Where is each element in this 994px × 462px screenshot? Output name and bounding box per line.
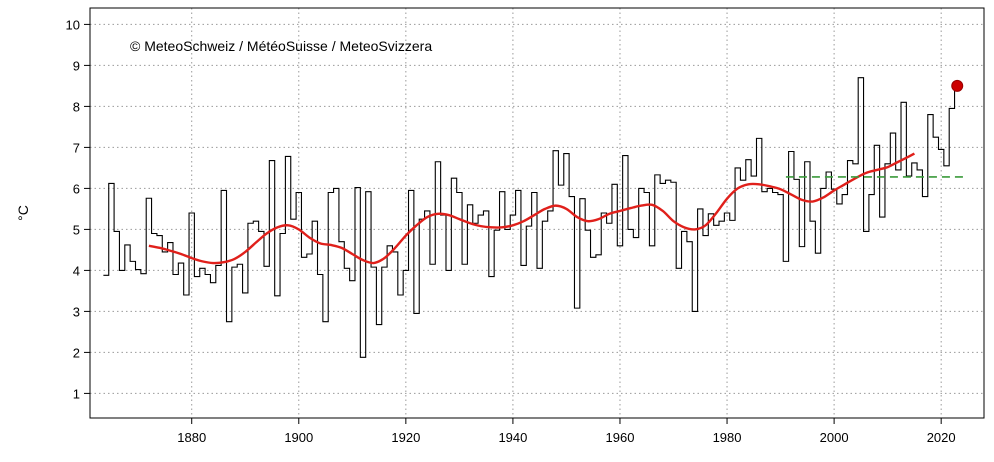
x-tick-label: 1940 (498, 430, 527, 445)
y-tick-label: 9 (73, 58, 80, 73)
annual-mean-step-line (103, 77, 960, 358)
copyright-annotation: © MeteoSchweiz / MétéoSuisse / MeteoSviz… (130, 38, 432, 54)
x-tick-label: 2020 (927, 430, 956, 445)
y-tick-label: 6 (73, 181, 80, 196)
series-layer (103, 77, 968, 358)
plot-frame (89, 7, 985, 419)
y-tick-label: 10 (66, 17, 80, 32)
y-tick-label: 4 (73, 263, 80, 278)
y-tick-label: 1 (73, 386, 80, 401)
smoothed-trend-line (148, 152, 915, 265)
latest-year-point (951, 79, 964, 92)
y-tick-label: 8 (73, 99, 80, 114)
y-tick-label: 5 (73, 222, 80, 237)
grid (90, 8, 984, 418)
axes: 1 2 3 4 5 6 7 8 9 10 1880 1900 1920 1940 1960 1980 2000 2… (66, 7, 985, 445)
x-tick-label: 1960 (606, 430, 635, 445)
x-tick-label: 1900 (284, 430, 313, 445)
y-axis-title: °C (15, 205, 31, 221)
y-tick-label: 2 (73, 345, 80, 360)
x-tick-label: 1880 (177, 430, 206, 445)
y-tick-label: 7 (73, 140, 80, 155)
x-tick-label: 2000 (820, 430, 849, 445)
x-tick-label: 1980 (713, 430, 742, 445)
x-tick-label: 1920 (391, 430, 420, 445)
y-tick-label: 3 (73, 304, 80, 319)
